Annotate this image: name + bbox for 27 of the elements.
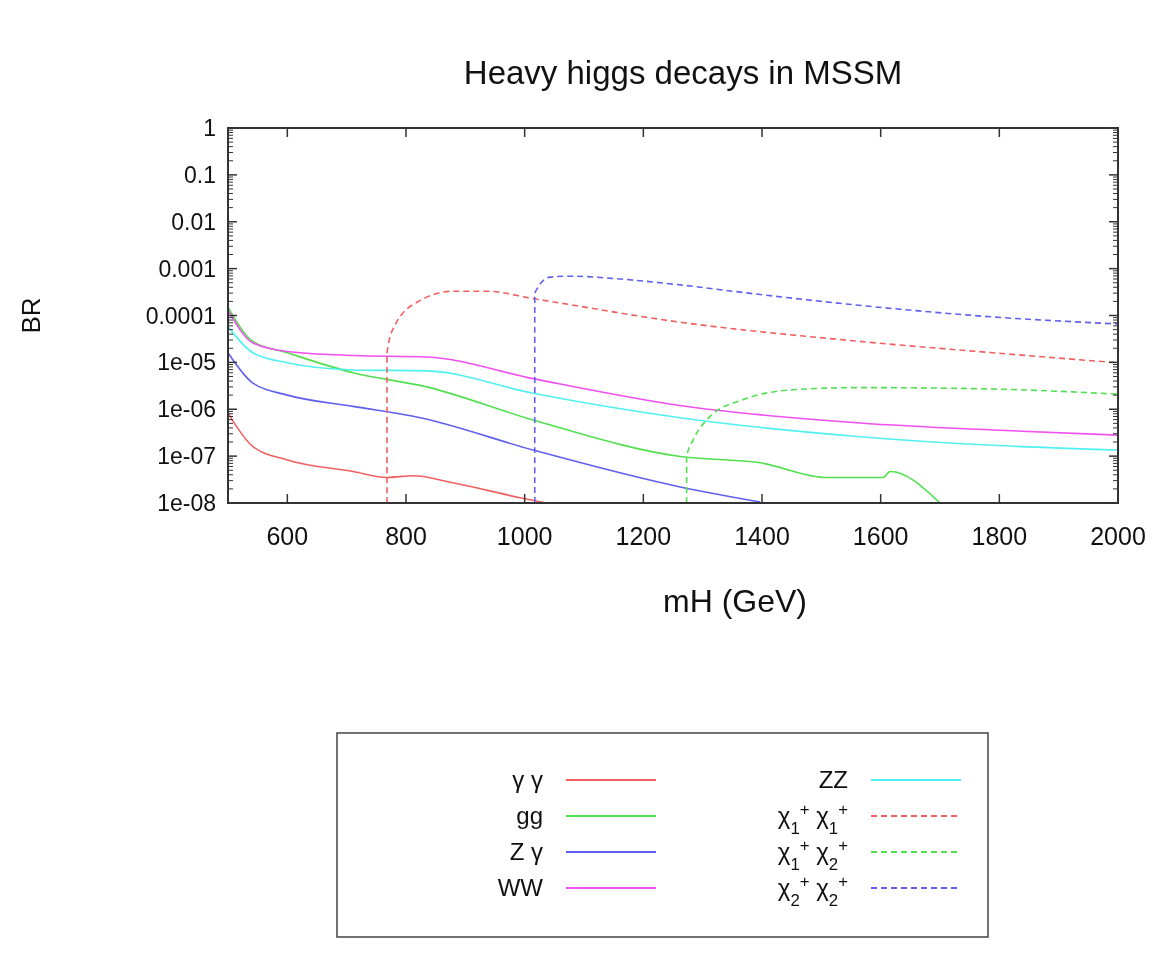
x-tick-label: 1400 bbox=[734, 522, 790, 550]
legend-label: WW bbox=[497, 874, 544, 901]
y-tick-label: 0.01 bbox=[171, 208, 216, 235]
x-tick-label: 800 bbox=[385, 522, 427, 550]
y-tick-label: 0.1 bbox=[184, 161, 216, 188]
line-series bbox=[228, 325, 1118, 451]
y-tick-label: 1e-05 bbox=[157, 349, 216, 376]
y-tick-label: 0.0001 bbox=[145, 302, 216, 329]
legend-label: ZZ bbox=[818, 766, 848, 793]
x-tick-label: 600 bbox=[266, 522, 309, 550]
x-axis-title: mH (GeV) bbox=[663, 583, 807, 619]
line-series bbox=[228, 309, 1118, 436]
y-tick-label: 0.001 bbox=[158, 255, 216, 282]
x-tick-label: 2000 bbox=[1090, 522, 1146, 550]
y-tick-label: 1e-08 bbox=[157, 490, 216, 516]
chart-title: Heavy higgs decays in MSSM bbox=[463, 54, 903, 91]
legend-label: γ γ bbox=[512, 766, 543, 793]
x-tick-label: 1200 bbox=[615, 522, 672, 550]
y-tick-label: 1 bbox=[203, 115, 216, 141]
y-tick-label: 1e-06 bbox=[157, 396, 216, 423]
legend-label: Z γ bbox=[509, 838, 543, 865]
x-tick-label: 1000 bbox=[496, 522, 553, 550]
legend-label: gg bbox=[516, 802, 543, 829]
y-axis-title: BR bbox=[16, 297, 46, 334]
x-tick-label: 1600 bbox=[852, 522, 909, 550]
y-tick-label: 1e-07 bbox=[157, 443, 216, 470]
x-tick-label: 1800 bbox=[971, 522, 1028, 550]
